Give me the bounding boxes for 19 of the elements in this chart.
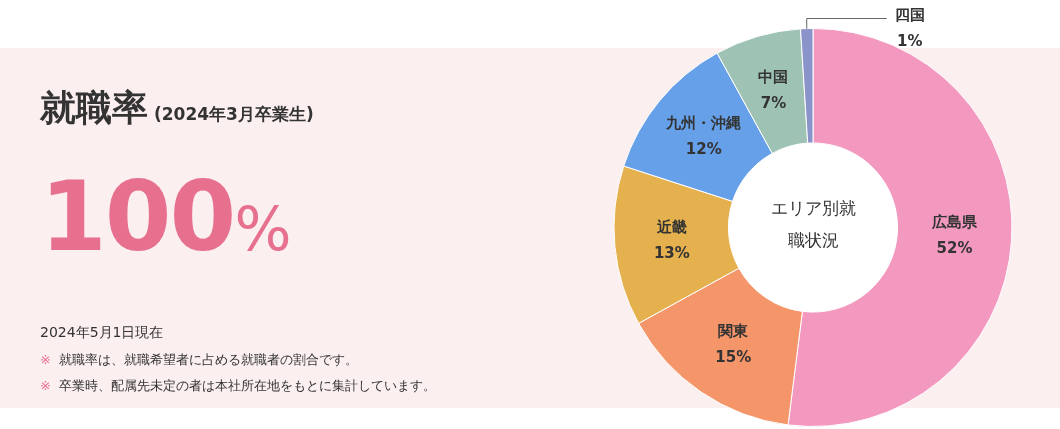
text: 2024年5月1日現在 — [40, 323, 165, 342]
text: ※ 就職率は、就職希望者に占める就職者の割合です。 — [40, 351, 360, 369]
slice-label: 四国 — [894, 6, 925, 25]
slice-label: 九州・沖縄 — [665, 114, 742, 133]
text: 就職率 — [40, 87, 148, 128]
slice-label: 近畿 — [655, 217, 687, 236]
data-label: 7% — [760, 94, 787, 113]
text: 100% — [40, 161, 291, 275]
slice-label: 関東 — [718, 321, 750, 340]
data-label: 52% — [936, 239, 973, 258]
slice-label: 広島県 — [931, 213, 979, 232]
slice-label: 中国 — [758, 68, 789, 87]
text: (2024年3月卒業生) — [154, 104, 314, 124]
data-label: 12% — [685, 140, 722, 159]
data-label: 1% — [897, 32, 923, 51]
data-label: 15% — [715, 347, 752, 366]
data-label: 13% — [653, 243, 690, 262]
text: エリア別就職状況 — [769, 197, 857, 252]
text: ※ 卒業時、配属先未定の者は本社所在地をもとに集計しています。 — [40, 377, 438, 395]
